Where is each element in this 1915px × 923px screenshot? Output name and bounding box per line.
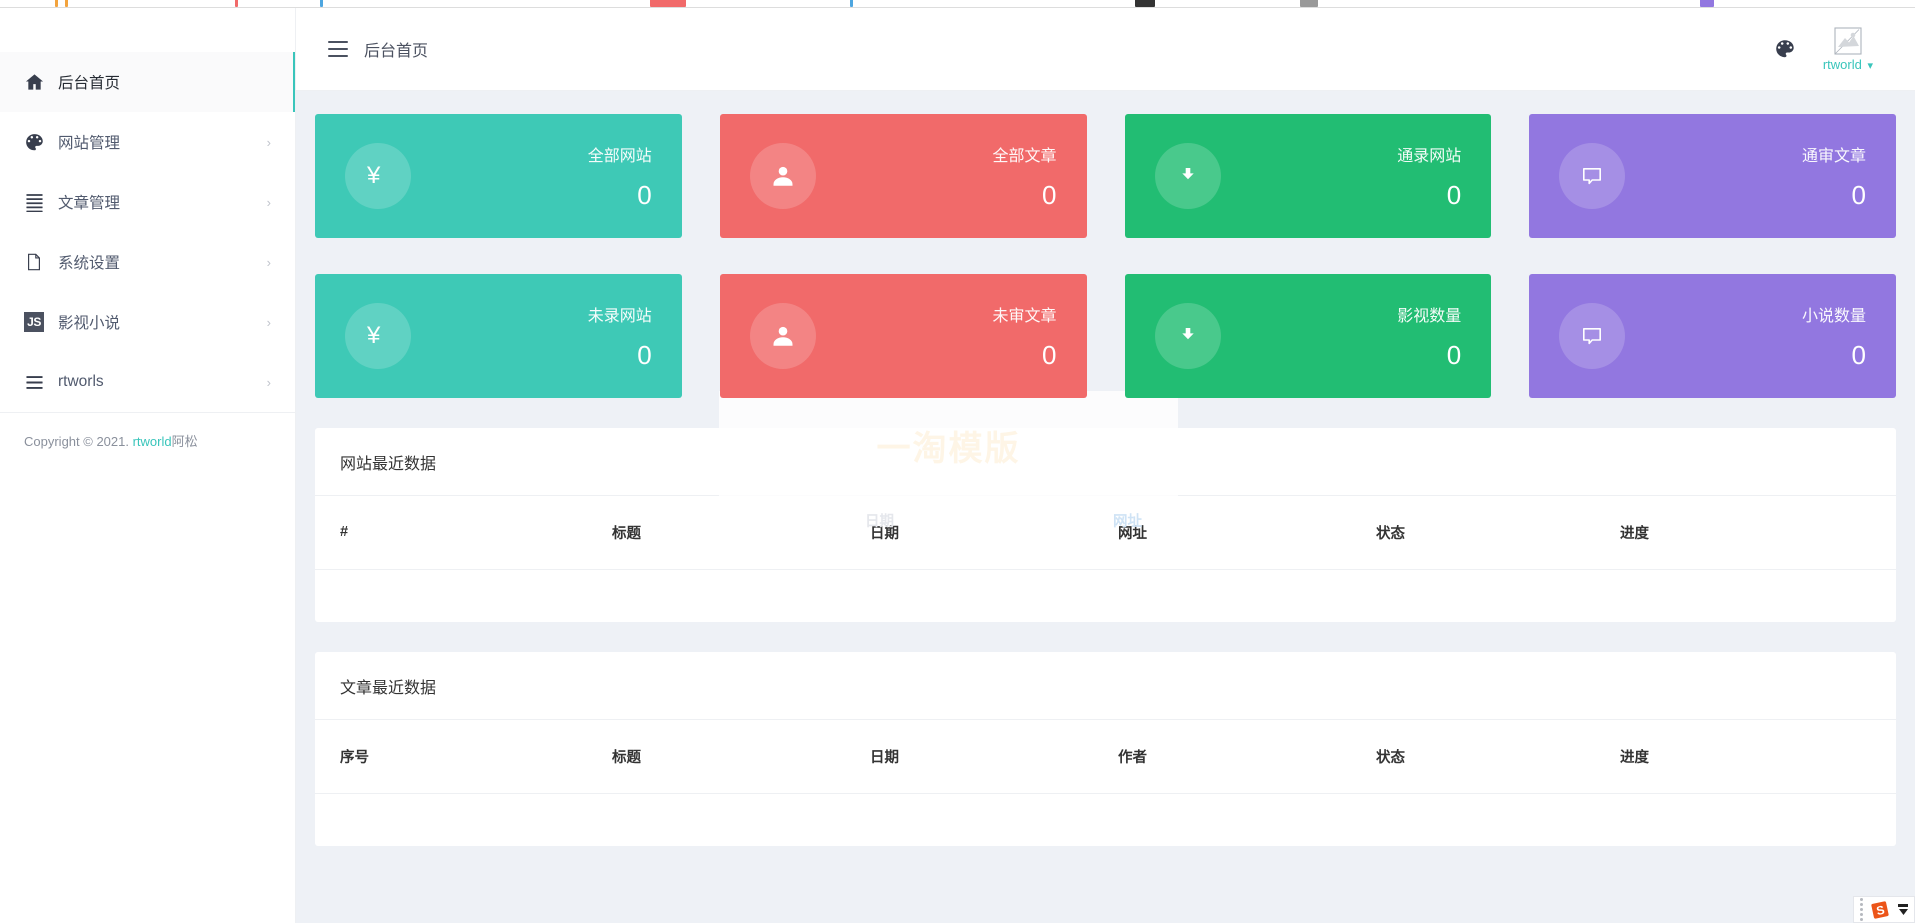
- svg-text:¥: ¥: [367, 323, 381, 349]
- svg-text:¥: ¥: [367, 163, 381, 189]
